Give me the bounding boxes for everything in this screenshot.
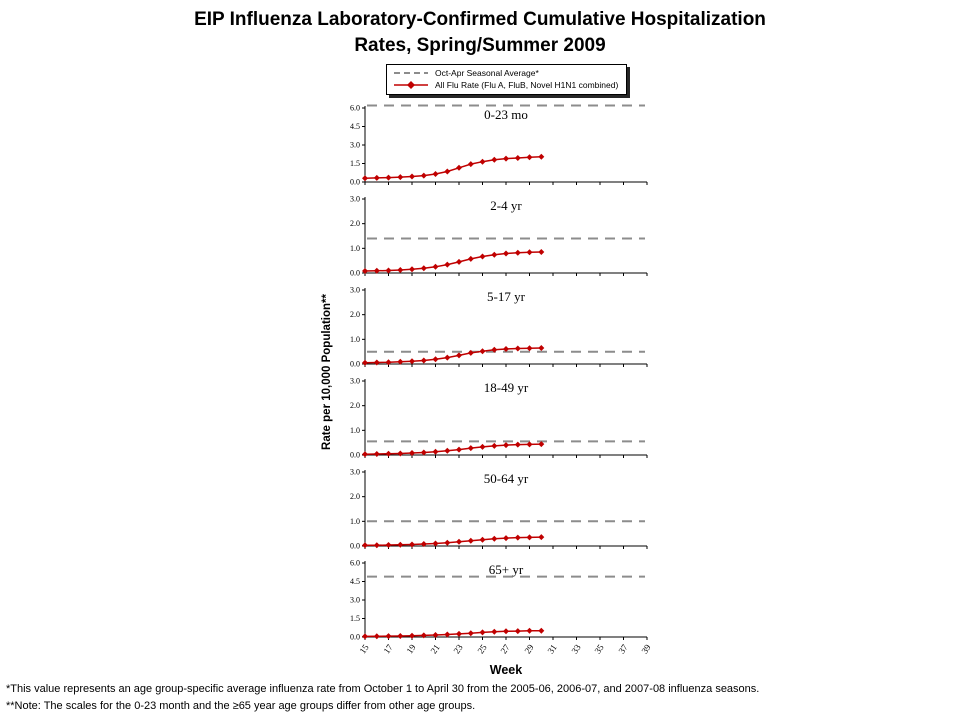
x-tick-label: 23 (451, 642, 465, 656)
svg-text:2-4 yr: 2-4 yr (490, 198, 522, 213)
panel-0-23-mo: 0.0 1.5 3.0 4.5 6.0 0-23 mo (350, 104, 648, 187)
panel-5-17-yr: 0.0 1.0 2.0 3.0 5-17 yr (350, 286, 648, 369)
x-tick-label: 27 (498, 642, 512, 656)
svg-text:0.0: 0.0 (350, 269, 360, 278)
x-tick-label: 33 (568, 642, 583, 656)
svg-text:0.0: 0.0 (350, 633, 360, 642)
chart-legend: Oct-Apr Seasonal Average* All Flu Rate (… (386, 64, 628, 95)
svg-text:6.0: 6.0 (350, 104, 360, 113)
svg-text:4.5: 4.5 (350, 577, 360, 586)
svg-text:2.0: 2.0 (350, 219, 360, 228)
x-tick-label: 37 (615, 642, 630, 656)
x-tick-label: 35 (592, 642, 606, 656)
footnotes: *This value represents an age group-spec… (6, 681, 759, 714)
x-tick-label: 29 (521, 642, 536, 656)
svg-text:0.0: 0.0 (350, 542, 360, 551)
svg-text:0.0: 0.0 (350, 178, 360, 187)
svg-text:0-23 mo: 0-23 mo (484, 107, 528, 122)
x-tick-label: 31 (545, 642, 559, 656)
svg-text:4.5: 4.5 (350, 122, 360, 131)
svg-text:6.0: 6.0 (350, 559, 360, 568)
svg-text:3.0: 3.0 (350, 596, 360, 605)
panel-65-yr: 0.0 1.5 3.0 4.5 6.0 65+ yr (350, 559, 648, 642)
svg-text:3.0: 3.0 (350, 286, 360, 295)
chart-title-line2: Rates, Spring/Summer 2009 (354, 34, 606, 56)
seasonal-average-line-sample (394, 72, 428, 74)
svg-text:5-17 yr: 5-17 yr (487, 289, 526, 304)
x-axis-tick-labels: 15 17 19 21 23 25 27 29 31 33 35 37 39 (338, 642, 653, 662)
x-tick-label: 21 (427, 642, 442, 656)
legend-item-seasonal-average: Oct-Apr Seasonal Average* (393, 68, 618, 78)
legend-label-seasonal-average: Oct-Apr Seasonal Average* (435, 68, 539, 78)
svg-text:65+ yr: 65+ yr (489, 562, 524, 577)
all-flu-rate-line-sample (394, 81, 428, 89)
x-axis-label: Week (489, 663, 523, 677)
svg-text:1.0: 1.0 (350, 244, 360, 253)
x-tick-label: 39 (639, 642, 653, 656)
x-tick-label: 17 (380, 642, 395, 656)
footnote-scale-note: **Note: The scales for the 0-23 month an… (6, 699, 476, 712)
panel-18-49-yr: 0.0 1.0 2.0 3.0 18-49 yr (350, 377, 648, 460)
svg-text:0.0: 0.0 (350, 360, 360, 369)
chart-title-line1: EIP Influenza Laboratory-Confirmed Cumul… (194, 9, 766, 30)
svg-text:18-49 yr: 18-49 yr (484, 380, 529, 395)
svg-text:1.0: 1.0 (350, 517, 360, 526)
svg-text:1.5: 1.5 (350, 614, 360, 623)
chart-title: EIP Influenza Laboratory-Confirmed Cumul… (0, 7, 960, 58)
svg-text:3.0: 3.0 (350, 468, 360, 477)
svg-text:3.0: 3.0 (350, 377, 360, 386)
svg-text:2.0: 2.0 (350, 492, 360, 501)
svg-text:1.5: 1.5 (350, 159, 360, 168)
panel-2-4-yr: 0.0 1.0 2.0 3.0 2-4 yr (350, 195, 648, 278)
svg-text:0.0: 0.0 (350, 451, 360, 460)
svg-text:2.0: 2.0 (350, 401, 360, 410)
x-tick-label: 25 (474, 642, 489, 656)
chart-panels: 0.0 1.5 3.0 4.5 6.0 0-23 mo 0.0 1.0 2.0 3.0 2-4 yr… (338, 104, 650, 650)
svg-text:1.0: 1.0 (350, 335, 360, 344)
footnote-seasonal-average: *This value represents an age group-spec… (6, 683, 760, 695)
svg-text:3.0: 3.0 (350, 141, 360, 150)
panel-50-64-yr: 0.0 1.0 2.0 3.0 50-64 yr (350, 468, 648, 551)
y-axis-label: Rate per 10,000 Population** (321, 294, 333, 450)
x-tick-label: 15 (357, 642, 371, 656)
legend-label-all-flu-rate: All Flu Rate (Flu A, FluB, Novel H1N1 co… (435, 80, 619, 90)
svg-text:2.0: 2.0 (350, 310, 360, 319)
svg-text:50-64 yr: 50-64 yr (484, 471, 529, 486)
x-tick-label: 19 (404, 642, 418, 656)
svg-text:3.0: 3.0 (350, 195, 360, 204)
svg-text:1.0: 1.0 (350, 426, 360, 435)
legend-item-all-flu-rate: All Flu Rate (Flu A, FluB, Novel H1N1 co… (393, 80, 618, 90)
